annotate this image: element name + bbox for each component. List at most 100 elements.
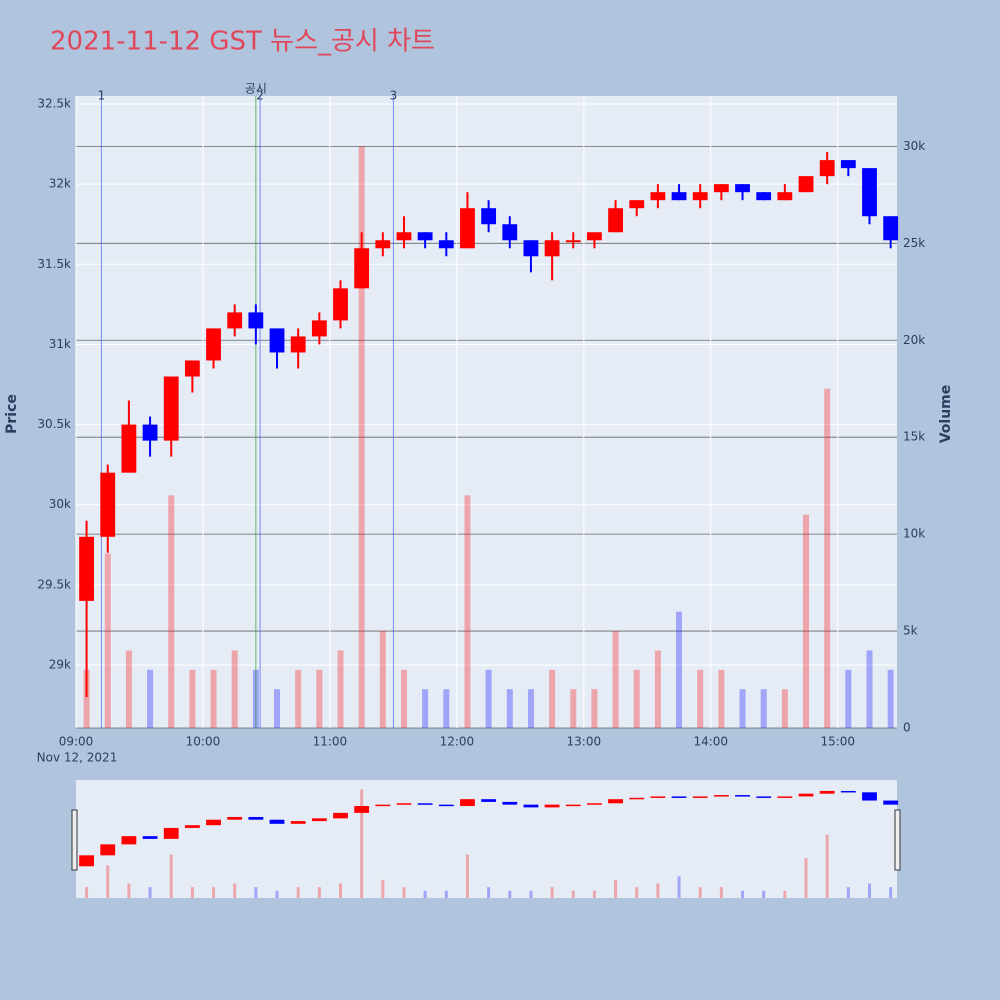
x-tick-label: 14:00 xyxy=(693,735,728,749)
mini-candle-body xyxy=(840,790,856,793)
y-tick-label: 29k xyxy=(49,658,71,672)
mini-candle-body xyxy=(438,804,454,807)
mini-candle-body xyxy=(269,819,285,824)
volume-bar xyxy=(104,553,111,728)
candle-body xyxy=(460,208,475,249)
mini-candle-body xyxy=(587,803,602,805)
mini-volume-bar xyxy=(719,887,723,898)
mini-candle-body xyxy=(502,801,518,805)
y-tick-label: 30.5k xyxy=(37,417,71,431)
mini-volume-bar xyxy=(889,887,893,898)
mini-volume-bar xyxy=(550,887,554,898)
candle-body xyxy=(798,176,814,193)
volume-bar xyxy=(295,669,302,728)
y2-tick-label: 15k xyxy=(903,430,925,444)
volume-bar xyxy=(274,689,281,728)
volume-bar xyxy=(824,388,831,728)
mini-volume-bar xyxy=(508,890,512,898)
mini-candle-body xyxy=(481,799,497,802)
y-tick-label: 31.5k xyxy=(37,257,71,271)
x-tick-label: 13:00 xyxy=(567,735,602,749)
mini-candle-body xyxy=(692,796,708,798)
mini-candle-body xyxy=(608,799,623,804)
candle-body xyxy=(290,336,306,353)
mini-volume-bar xyxy=(635,887,639,898)
y-axis-title: Price xyxy=(4,394,20,434)
mini-volume-bar xyxy=(741,890,745,898)
candle-body xyxy=(629,200,645,209)
mini-candle-body xyxy=(121,836,137,845)
candle-body xyxy=(375,240,391,249)
mini-volume-bar xyxy=(656,883,660,898)
volume-bar xyxy=(316,669,323,728)
mini-volume-bar xyxy=(614,879,618,898)
mini-volume-bar xyxy=(148,887,152,898)
mini-volume-bar xyxy=(804,858,808,898)
mini-candle-body xyxy=(460,799,475,807)
candle-body xyxy=(565,240,581,243)
mini-candle-body xyxy=(883,800,899,805)
range-handle[interactable] xyxy=(894,809,901,871)
candle-body xyxy=(417,232,433,241)
volume-bar xyxy=(400,669,407,728)
range-handle[interactable] xyxy=(71,809,78,871)
volume-bar xyxy=(464,495,471,728)
mini-candle-body xyxy=(798,793,814,797)
mini-candle-body xyxy=(819,790,835,794)
candle-body xyxy=(163,376,179,441)
candle-body xyxy=(121,424,137,473)
candle-body xyxy=(438,240,454,249)
mini-candle-body xyxy=(565,804,581,807)
volume-bar xyxy=(125,650,132,728)
candle-body xyxy=(481,208,497,225)
volume-bar xyxy=(231,650,238,728)
volume-bar xyxy=(570,689,577,728)
candle-body xyxy=(311,320,327,337)
volume-bar xyxy=(866,650,873,728)
candle-body xyxy=(840,160,856,169)
volume-bar xyxy=(549,669,556,728)
volume-bar xyxy=(697,669,704,728)
candle-body xyxy=(756,192,772,201)
mini-volume-bar xyxy=(783,890,787,898)
mini-volume-bar xyxy=(825,834,829,898)
x-tick-label: 11:00 xyxy=(313,735,348,749)
mini-candle-body xyxy=(735,795,750,797)
mini-volume-bar xyxy=(296,887,300,898)
mini-candle-body xyxy=(375,804,391,807)
volume-bar xyxy=(803,514,810,728)
y-tick-label: 31k xyxy=(49,337,71,351)
mini-candle-body xyxy=(184,825,200,828)
x-tick-label: 09:00 xyxy=(59,735,94,749)
annotation-label: 공시 xyxy=(245,82,267,96)
volume-bar xyxy=(654,650,661,728)
chart-title: 2021-11-12 GST 뉴스_공시 차트 xyxy=(50,27,435,57)
mini-candle-body xyxy=(311,818,327,822)
mini-volume-bar xyxy=(190,887,194,898)
mini-volume-bar xyxy=(465,854,469,898)
mini-volume-bar xyxy=(212,887,216,898)
candle-body xyxy=(883,216,899,241)
range-slider xyxy=(76,780,897,898)
annotation-label: 2 xyxy=(256,89,264,103)
annotation-label: 3 xyxy=(390,89,398,103)
mini-candle-body xyxy=(544,804,560,808)
mini-volume-bar xyxy=(762,890,766,898)
mini-candle-body xyxy=(756,796,772,798)
y2-tick-label: 10k xyxy=(903,527,925,541)
y2-axis-title: Volume xyxy=(938,385,954,444)
mini-volume-bar xyxy=(360,789,364,898)
mini-candle-body xyxy=(142,836,158,839)
mini-candle-body xyxy=(629,797,645,800)
mini-volume-bar xyxy=(402,887,406,898)
volume-bar xyxy=(887,669,894,728)
mini-volume-bar xyxy=(169,854,173,898)
candle-body xyxy=(587,232,602,241)
volume-bar xyxy=(739,689,746,728)
mini-volume-bar xyxy=(254,887,258,898)
mini-volume-bar xyxy=(275,890,279,898)
mini-volume-bar xyxy=(867,883,871,898)
candle-body xyxy=(333,288,348,321)
